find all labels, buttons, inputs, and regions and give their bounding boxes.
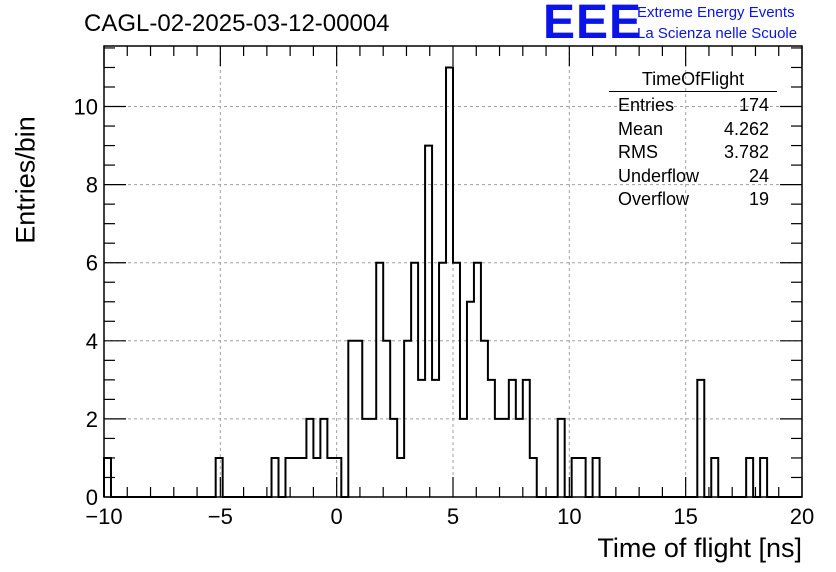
stats-row-entries: Entries 174 <box>609 94 777 118</box>
stats-label: RMS <box>618 142 658 162</box>
stats-label: Overflow <box>618 189 690 209</box>
y-axis-label: Entries/bin <box>10 116 41 244</box>
stats-label: Entries <box>618 95 675 115</box>
stats-value: 174 <box>738 95 769 115</box>
logo-line-1: Extreme Energy Events <box>637 4 795 21</box>
histogram-bin <box>711 458 718 497</box>
histogram-bin <box>460 419 467 497</box>
histogram-bin <box>104 458 111 497</box>
eee-logo: EEE <box>543 0 643 49</box>
histogram-bin <box>488 380 495 497</box>
histogram-bin <box>355 341 362 497</box>
histogram-bin <box>516 419 523 497</box>
stats-row-mean: Mean 4.262 <box>609 118 777 142</box>
logo-line-2: La Scienza nelle Scuole <box>637 25 798 42</box>
histogram-bin <box>760 458 767 497</box>
histogram-bin <box>453 263 460 497</box>
histogram-bin <box>432 380 439 497</box>
histogram-bin <box>425 146 432 497</box>
histogram-bin <box>439 263 446 497</box>
histogram-bin <box>523 380 530 497</box>
histogram-bin <box>418 380 425 497</box>
histogram-bin <box>292 458 299 497</box>
stats-row-underflow: Underflow 24 <box>609 165 777 189</box>
histogram-bin <box>579 458 586 497</box>
histogram-bin <box>362 419 369 497</box>
x-axis-label: Time of flight [ns] <box>597 533 802 563</box>
x-tick-label: −10 <box>85 504 122 529</box>
stats-value: 3.782 <box>723 142 769 162</box>
y-tick-label: 2 <box>86 407 98 432</box>
histogram-bin <box>509 380 516 497</box>
histogram-bin <box>320 419 327 497</box>
histogram-bin <box>530 458 537 497</box>
stats-value: 19 <box>748 189 769 209</box>
stats-value: 4.262 <box>723 118 769 139</box>
histogram-bin <box>502 419 509 497</box>
histogram-bin <box>383 341 390 497</box>
histogram-bin <box>285 458 292 497</box>
x-tick-label: 10 <box>557 504 581 529</box>
histogram-bin <box>216 458 223 497</box>
histogram-bin <box>348 341 355 497</box>
histogram-bin <box>474 263 481 497</box>
y-tick-label: 0 <box>86 485 98 510</box>
histogram-bin <box>404 341 411 497</box>
y-axis-label-wrap: Entries/bin <box>6 110 46 250</box>
x-tick-label: 0 <box>331 504 343 529</box>
histogram-bin <box>495 419 502 497</box>
stats-label: Underflow <box>618 165 700 186</box>
histogram-bin <box>272 458 279 497</box>
histogram-bin <box>411 263 418 497</box>
y-tick-label: 8 <box>86 173 98 198</box>
run-title: CAGL-02-2025-03-12-00004 <box>84 10 390 37</box>
histogram-bin <box>572 458 579 497</box>
stats-value: 24 <box>748 165 769 186</box>
histogram-bin <box>306 419 313 497</box>
histogram-bin <box>593 458 600 497</box>
histogram-bin <box>467 302 474 497</box>
stats-title: TimeOfFlight <box>609 68 777 92</box>
histogram-bin <box>697 380 704 497</box>
histogram-bin <box>369 419 376 497</box>
histogram-bin <box>746 458 753 497</box>
histogram-bin <box>390 419 397 497</box>
stats-box: TimeOfFlight Entries 174 Mean 4.262 RMS … <box>609 68 777 212</box>
histogram-bin <box>446 67 453 497</box>
stats-label: Mean <box>618 118 664 139</box>
y-tick-label: 10 <box>74 95 98 120</box>
y-tick-label: 4 <box>86 329 98 354</box>
histogram-bin <box>327 458 334 497</box>
histogram-bin <box>481 341 488 497</box>
x-tick-label: 20 <box>790 504 814 529</box>
stats-row-rms: RMS 3.782 <box>609 141 777 165</box>
x-tick-label: −5 <box>208 504 233 529</box>
histogram-bin <box>376 263 383 497</box>
histogram-bin <box>397 458 404 497</box>
stats-row-overflow: Overflow 19 <box>609 188 777 212</box>
histogram-bin <box>313 458 320 497</box>
histogram-bin <box>299 458 306 497</box>
x-tick-label: 5 <box>447 504 459 529</box>
histogram-bin <box>334 458 341 497</box>
histogram-bin <box>558 419 565 497</box>
x-tick-label: 15 <box>673 504 697 529</box>
axis-ticks <box>103 46 803 498</box>
y-tick-label: 6 <box>86 251 98 276</box>
